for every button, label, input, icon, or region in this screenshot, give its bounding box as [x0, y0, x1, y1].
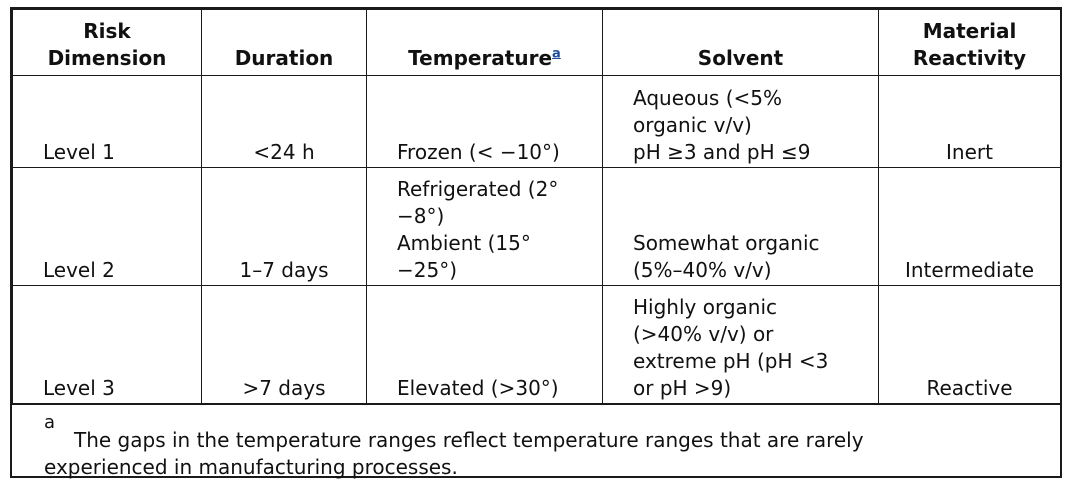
table-row: Level 1 <24 h Frozen (< −10°) Aqueous (<…: [12, 75, 1061, 168]
cell-solvent: Aqueous (<5% organic v/v) pH ≥3 and pH ≤…: [602, 75, 879, 168]
cell-temperature: Elevated (>30°): [366, 285, 603, 404]
cell-solvent: Highly organic (>40% v/v) or extreme pH …: [602, 285, 879, 404]
cell-level: Level 1: [12, 75, 202, 168]
cell-level: Level 3: [12, 285, 202, 404]
table-footnote: a The gaps in the temperature ranges ref…: [12, 403, 1060, 481]
footnote-link[interactable]: a: [552, 46, 561, 62]
header-duration: Duration: [201, 9, 367, 76]
cell-reactivity: Reactive: [878, 285, 1061, 404]
risk-level-table: Risk Dimension Duration Temperaturea Sol…: [12, 9, 1061, 404]
cell-solvent: Somewhat organic (5%–40% v/v): [602, 167, 879, 286]
header-temperature: Temperaturea: [366, 9, 603, 76]
risk-table-container: Risk Dimension Duration Temperaturea Sol…: [10, 7, 1062, 481]
header-risk-dimension: Risk Dimension: [12, 9, 202, 76]
footnote-mark: a: [44, 412, 56, 433]
cell-reactivity: Inert: [878, 75, 1061, 168]
header-material-reactivity: Material Reactivity: [878, 9, 1061, 76]
cell-duration: >7 days: [201, 285, 367, 404]
cell-temperature: Refrigerated (2° −8°) Ambient (15° −25°): [366, 167, 603, 286]
footnote-text: The gaps in the temperature ranges refle…: [44, 428, 864, 479]
cell-reactivity: Intermediate: [878, 167, 1061, 286]
table-row: Level 3 >7 days Elevated (>30°) Highly o…: [12, 285, 1061, 404]
cell-duration: 1–7 days: [201, 167, 367, 286]
header-row: Risk Dimension Duration Temperaturea Sol…: [12, 9, 1061, 76]
cell-temperature: Frozen (< −10°): [366, 75, 603, 168]
cell-level: Level 2: [12, 167, 202, 286]
cell-duration: <24 h: [201, 75, 367, 168]
table-row: Level 2 1–7 days Refrigerated (2° −8°) A…: [12, 167, 1061, 286]
header-solvent: Solvent: [602, 9, 879, 76]
